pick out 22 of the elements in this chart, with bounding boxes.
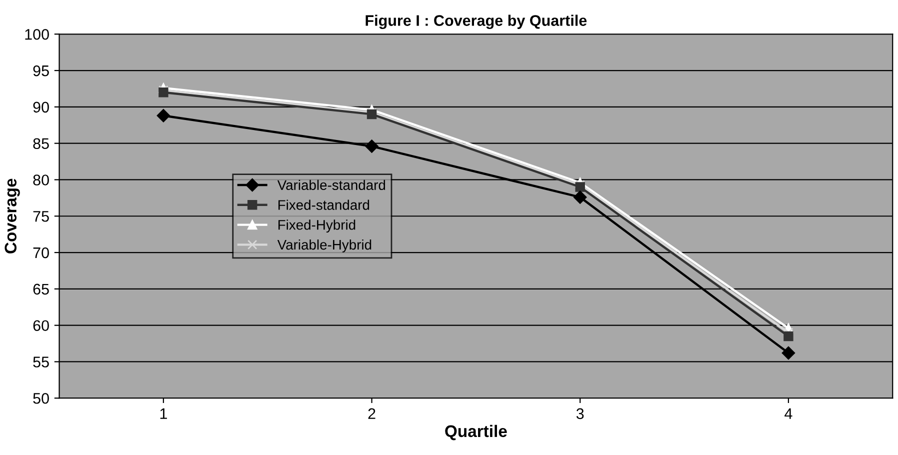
x-tick-label: 3	[576, 408, 584, 420]
legend-label: Variable-Hybrid	[277, 239, 372, 252]
legend-label: Variable-standard	[277, 180, 386, 190]
y-tick-label: 90	[33, 102, 49, 113]
x-axis-title: Quartile	[445, 424, 507, 440]
y-tick-label: 60	[33, 320, 49, 332]
legend-label: Fixed-Hybrid	[278, 220, 356, 233]
y-tick-label: 70	[33, 247, 49, 258]
x-tick-label: 1	[160, 408, 167, 419]
legend-label: Fixed-standard	[278, 200, 370, 210]
y-tick-label: 50	[33, 392, 49, 404]
y-tick-label: 100	[25, 28, 49, 40]
y-tick-label: 85	[33, 138, 49, 150]
y-tick-label: 55	[33, 356, 49, 368]
y-tick-label: 65	[33, 284, 49, 295]
y-tick-label: 95	[33, 65, 49, 76]
x-tick-label: 2	[368, 408, 376, 419]
y-tick-label: 80	[33, 174, 49, 186]
x-tick-label: 4	[784, 408, 792, 419]
y-tick-label: 75	[33, 211, 49, 222]
chart-title: Figure I : Coverage by Quartile	[366, 14, 587, 30]
y-axis-title: Coverage	[4, 178, 20, 254]
